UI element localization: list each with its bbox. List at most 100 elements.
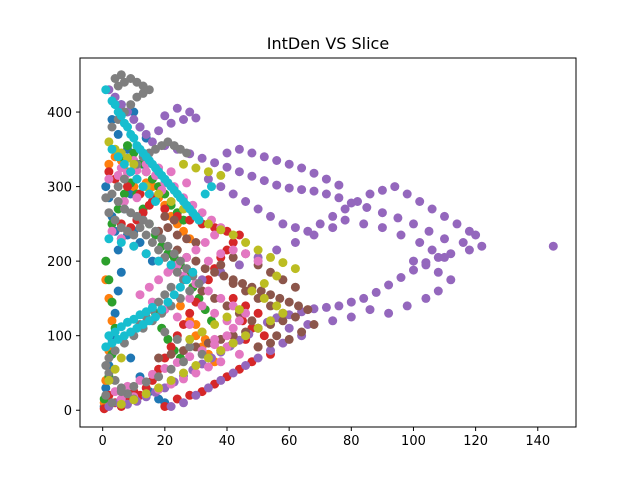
- data-point: [151, 312, 160, 322]
- y-tick-label: 100: [47, 330, 72, 345]
- data-point: [135, 223, 145, 233]
- data-point: [216, 357, 226, 367]
- data-point: [147, 182, 157, 192]
- series-9: [101, 85, 216, 352]
- data-point: [113, 286, 123, 296]
- data-point: [328, 211, 338, 221]
- data-point: [110, 327, 120, 337]
- data-point: [365, 189, 375, 199]
- data-point: [160, 204, 170, 214]
- data-point: [241, 197, 251, 206]
- data-point: [191, 361, 201, 370]
- data-point: [179, 398, 188, 408]
- data-point: [132, 174, 142, 184]
- data-point: [175, 282, 185, 292]
- data-point: [458, 238, 468, 247]
- data-point: [253, 204, 263, 214]
- data-point: [219, 271, 229, 281]
- data-point: [191, 256, 201, 266]
- data-point: [321, 174, 331, 184]
- data-point: [228, 230, 238, 240]
- data-point: [197, 327, 207, 337]
- data-point: [113, 152, 123, 162]
- data-point: [182, 275, 192, 285]
- data-point: [421, 260, 431, 270]
- data-point: [409, 219, 418, 229]
- data-point: [222, 162, 232, 172]
- x-axis: 0 20 40 60 80 100 120 140: [99, 427, 550, 449]
- data-point: [160, 327, 170, 337]
- data-point: [228, 252, 238, 262]
- data-point: [185, 320, 195, 329]
- data-point: [256, 286, 266, 296]
- data-point: [166, 197, 176, 206]
- data-point: [160, 402, 170, 411]
- data-point: [147, 159, 157, 169]
- data-point: [166, 182, 176, 192]
- data-point: [129, 241, 139, 251]
- data-point: [290, 282, 300, 292]
- data-point: [203, 219, 213, 229]
- data-point: [290, 264, 300, 274]
- data-point: [328, 223, 338, 233]
- data-point: [166, 167, 176, 177]
- data-point: [396, 273, 406, 282]
- data-point: [141, 230, 151, 240]
- data-point: [393, 213, 403, 223]
- data-point: [203, 256, 213, 266]
- data-point: [328, 316, 338, 326]
- data-point: [297, 163, 307, 173]
- data-point: [147, 238, 157, 247]
- data-point: [116, 399, 126, 409]
- data-point: [203, 174, 213, 184]
- data-point: [362, 203, 372, 212]
- data-point: [175, 301, 185, 311]
- data-point: [154, 372, 164, 382]
- data-point: [101, 390, 111, 400]
- data-point: [104, 234, 114, 244]
- data-point: [433, 252, 443, 262]
- data-point: [166, 282, 176, 292]
- y-tick-label: 200: [47, 255, 72, 270]
- data-point: [144, 85, 154, 95]
- data-point: [160, 290, 170, 300]
- data-point: [107, 297, 117, 307]
- data-point: [101, 256, 111, 266]
- data-point: [166, 364, 176, 374]
- data-point: [194, 279, 204, 288]
- data-point: [154, 275, 164, 285]
- data-point: [272, 245, 282, 255]
- data-point: [216, 225, 226, 235]
- data-point: [157, 234, 167, 244]
- data-point: [104, 353, 114, 363]
- data-point: [241, 249, 251, 259]
- data-point: [154, 383, 164, 393]
- data-point: [238, 279, 247, 288]
- data-point: [384, 280, 394, 290]
- data-point: [477, 241, 487, 251]
- data-point: [126, 353, 136, 363]
- data-point: [228, 245, 238, 255]
- data-point: [163, 241, 173, 251]
- data-point: [222, 148, 232, 158]
- data-point: [234, 316, 244, 326]
- y-axis: 0 100 200 300 400: [47, 106, 80, 419]
- data-point: [160, 211, 170, 221]
- data-point: [182, 178, 192, 188]
- data-point: [110, 308, 120, 318]
- data-point: [234, 144, 244, 154]
- data-point: [101, 361, 111, 370]
- data-point: [144, 189, 154, 199]
- data-point: [278, 219, 288, 229]
- data-point: [197, 153, 207, 163]
- data-point: [116, 70, 126, 80]
- data-point: [377, 185, 387, 195]
- data-point: [297, 327, 307, 337]
- data-point: [191, 163, 201, 173]
- data-point: [216, 346, 226, 356]
- data-point: [241, 238, 251, 247]
- data-point: [409, 265, 418, 275]
- data-point: [185, 204, 195, 214]
- data-point: [172, 103, 182, 113]
- data-point: [203, 286, 213, 296]
